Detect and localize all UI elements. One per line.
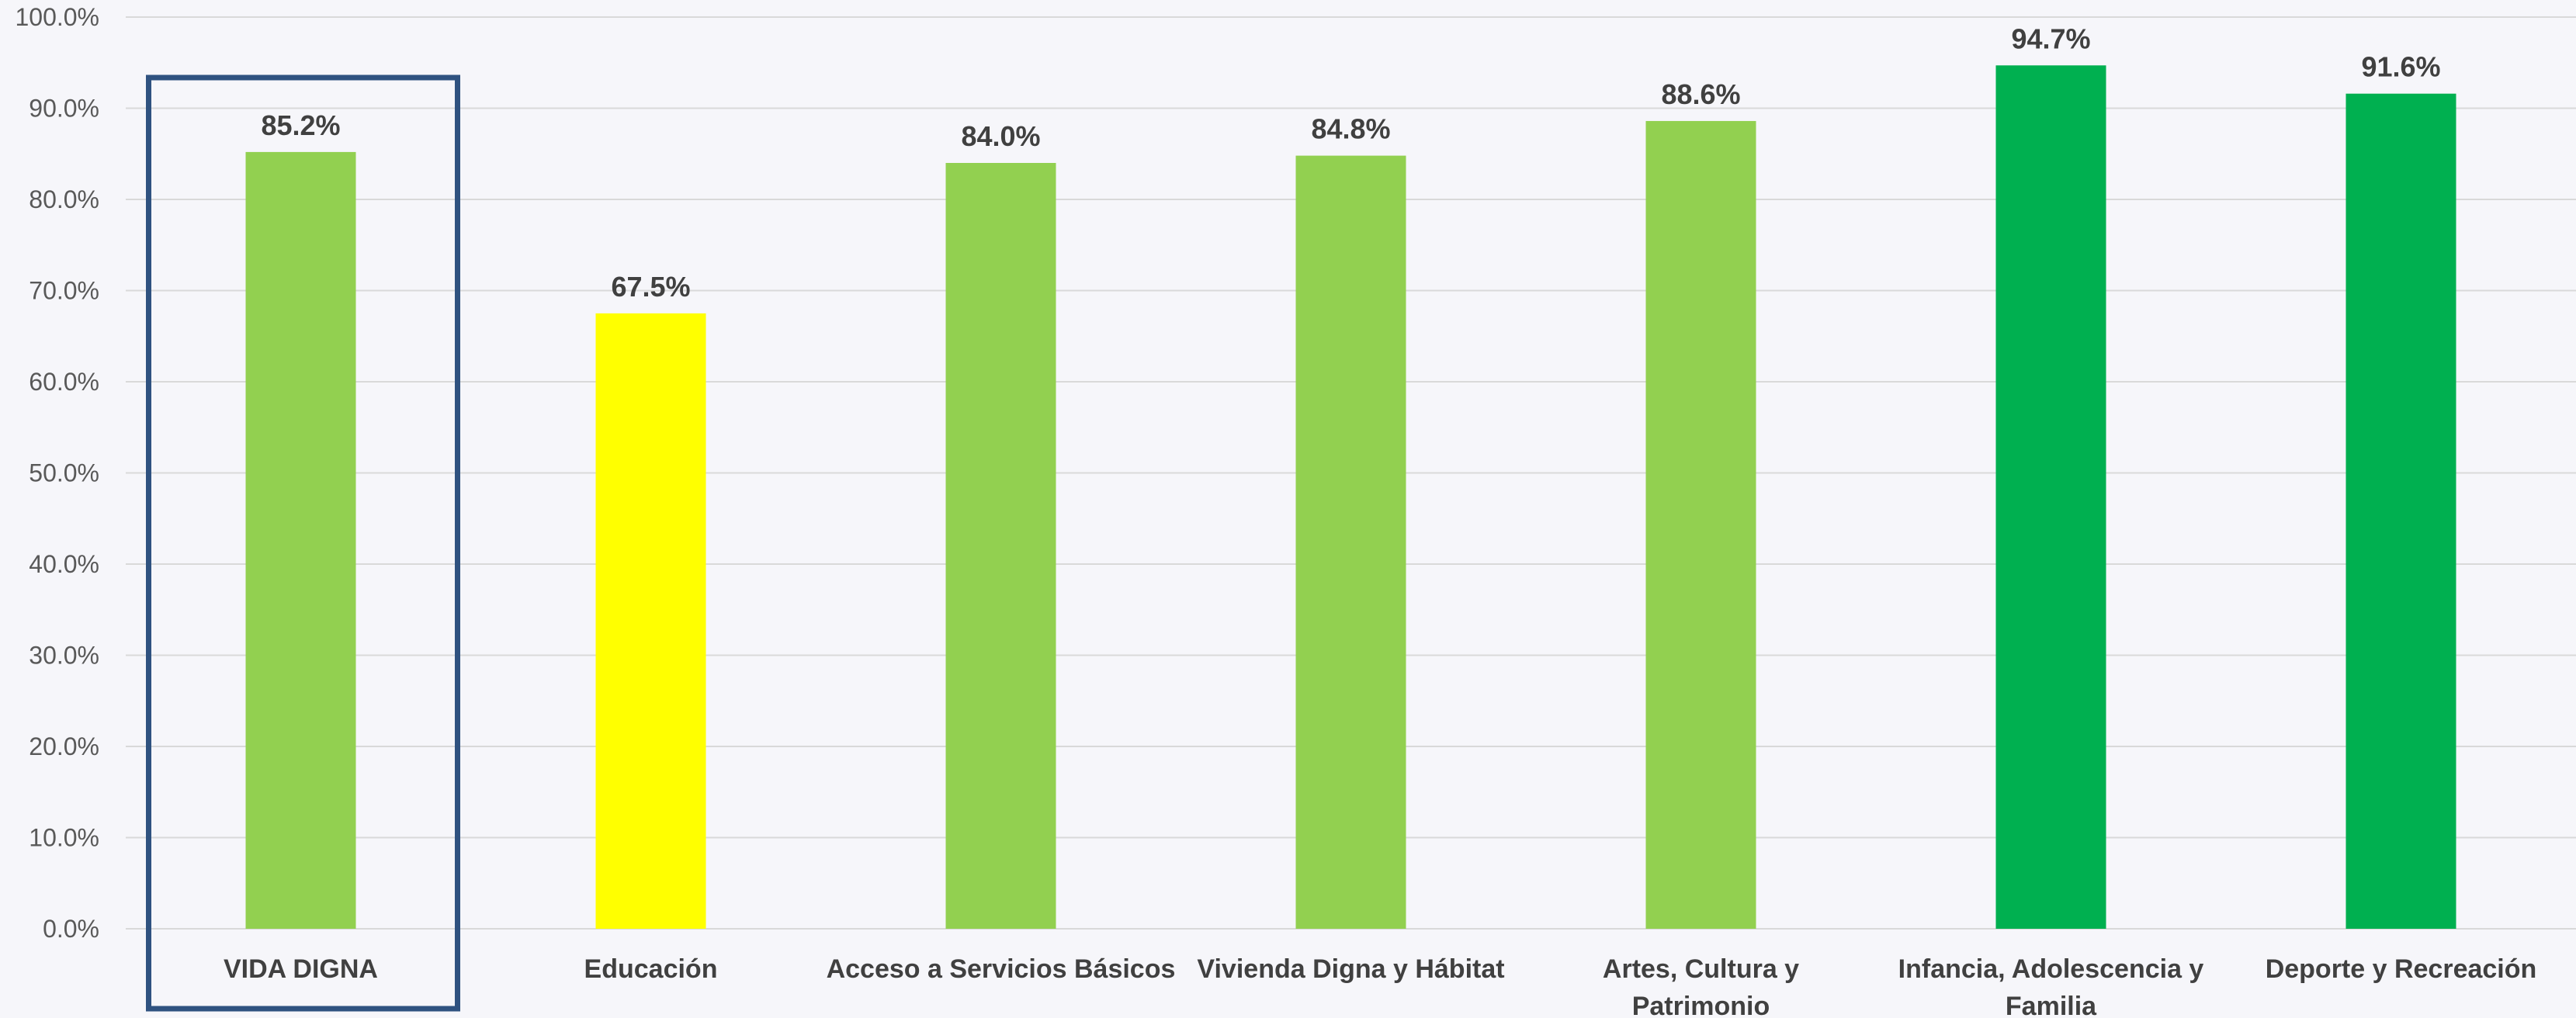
category-label-line: Patrimonio (1632, 992, 1770, 1018)
bar (595, 313, 706, 929)
bar (2345, 93, 2456, 930)
bars (245, 65, 2456, 930)
category-label: VIDA DIGNA (224, 954, 378, 984)
data-label: 84.8% (1311, 113, 1390, 145)
y-tick-label: 30.0% (29, 642, 99, 670)
data-label: 85.2% (261, 109, 340, 141)
bar (245, 151, 356, 929)
highlight-box (146, 74, 460, 1012)
category-labels: VIDA DIGNA Educación Acceso a Servicios Bá… (224, 954, 2536, 1018)
data-label: 84.0% (961, 120, 1040, 152)
y-tick-label: 60.0% (29, 368, 99, 396)
data-label: 67.5% (611, 271, 690, 303)
bar (945, 163, 1056, 929)
y-tick-label: 50.0% (29, 459, 99, 487)
y-tick-label: 10.0% (29, 824, 99, 852)
category-label: Vivienda Digna y Hábitat (1197, 954, 1504, 984)
y-tick-label: 90.0% (29, 95, 99, 123)
data-label: 94.7% (2011, 23, 2090, 54)
highlight-group (146, 74, 460, 1012)
bar (1645, 120, 1756, 930)
category-label: Acceso a Servicios Básicos (827, 954, 1176, 984)
y-tick-label: 100.0% (15, 3, 99, 31)
y-axis-ticks: 0.0% 10.0% 20.0% 30.0% 40.0% 50.0% 60.0% 70.0% 8… (15, 3, 99, 943)
data-label: 88.6% (1661, 78, 1740, 110)
y-tick-label: 20.0% (29, 732, 99, 760)
data-labels: 85.2% 67.5% 84.0% 84.8% 88.6% 94.7% 91.6% (261, 23, 2440, 303)
y-tick-label: 70.0% (29, 277, 99, 305)
data-label: 91.6% (2361, 51, 2440, 83)
category-label-line: Artes, Cultura y (1603, 954, 1799, 984)
y-tick-label: 0.0% (43, 915, 99, 943)
category-label: Deporte y Recreación (2266, 954, 2537, 984)
y-tick-label: 80.0% (29, 185, 99, 213)
category-label: Educación (584, 954, 718, 984)
category-label-line: Infancia, Adolescencia y (1898, 954, 2204, 984)
category-label-line: Familia (2006, 992, 2097, 1018)
bar (1295, 155, 1406, 930)
category-label: Infancia, Adolescencia y Familia (1898, 954, 2204, 1018)
y-tick-label: 40.0% (29, 550, 99, 578)
category-label: Artes, Cultura y Patrimonio (1603, 954, 1799, 1018)
bar (1995, 65, 2106, 929)
